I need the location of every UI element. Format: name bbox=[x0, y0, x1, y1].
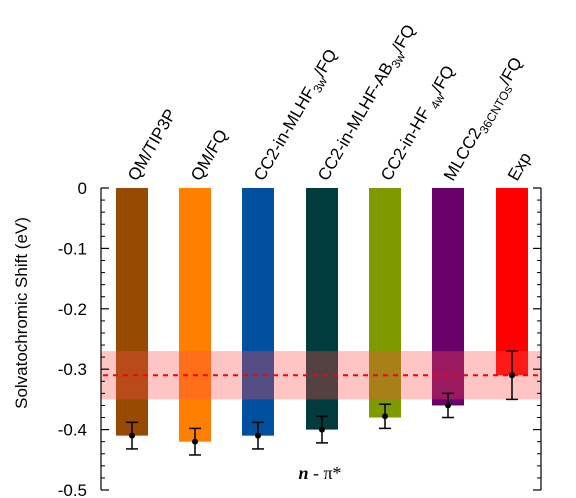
bar-cc2_mlhf_ab bbox=[306, 188, 338, 430]
y-tick-label: -0.5 bbox=[58, 481, 87, 498]
error-bar-cc2_mlhf_ab bbox=[316, 415, 328, 444]
y-tick-label: -0.3 bbox=[58, 360, 87, 379]
error-bar-mlcc2 bbox=[442, 392, 454, 419]
point-exp bbox=[509, 372, 515, 379]
point-mlcc2 bbox=[445, 402, 451, 409]
bar-cc2_hf bbox=[369, 188, 401, 418]
point-qm_tip3p bbox=[129, 432, 135, 439]
y-tick-label: -0.1 bbox=[58, 239, 87, 258]
error-bar-cc2_hf bbox=[379, 403, 391, 430]
point-cc2_mlhf_ab bbox=[319, 426, 325, 433]
bar-cc2_mlhf bbox=[242, 188, 274, 436]
point-cc2_mlhf bbox=[255, 432, 261, 439]
point-qm_fq bbox=[192, 438, 198, 445]
category-label-qm_tip3p: QM/TIP3P bbox=[124, 106, 180, 184]
category-label-exp: Exp bbox=[504, 149, 535, 184]
y-tick-label: 0 bbox=[78, 179, 87, 198]
annotation-bold: n bbox=[298, 463, 308, 483]
error-bar-cc2_mlhf bbox=[252, 421, 264, 450]
bar-qm_fq bbox=[179, 188, 211, 442]
point-cc2_hf bbox=[382, 413, 388, 420]
bar-qm_tip3p bbox=[116, 188, 148, 436]
category-label-qm_fq: QM/FQ bbox=[187, 126, 231, 184]
bar-exp bbox=[496, 188, 528, 376]
y-tick-label: -0.4 bbox=[58, 421, 87, 440]
y-axis-label: Solvatochromic Shift (eV) bbox=[12, 217, 31, 409]
error-bar-exp bbox=[506, 350, 518, 401]
y-tick-label: -0.2 bbox=[58, 300, 87, 319]
bar-mlcc2 bbox=[432, 188, 464, 406]
error-bar-qm_fq bbox=[189, 427, 201, 456]
error-bar-qm_tip3p bbox=[126, 421, 138, 450]
annotation-rest: - π* bbox=[308, 463, 341, 483]
transition-annotation: n - π* bbox=[298, 463, 341, 483]
